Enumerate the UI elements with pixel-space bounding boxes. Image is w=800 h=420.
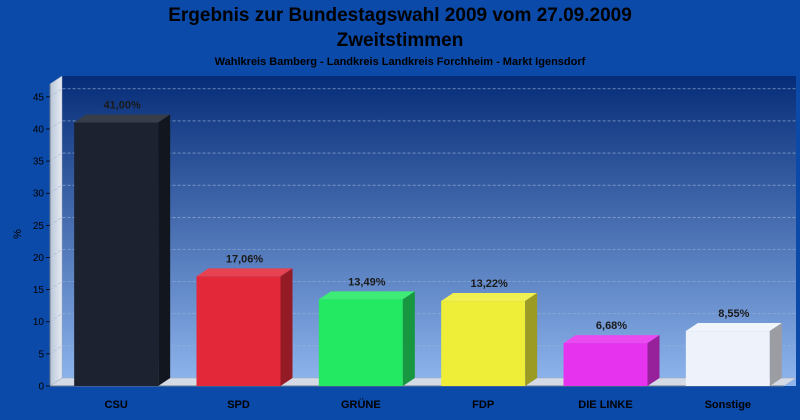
bar-side <box>158 114 171 386</box>
bar-front <box>318 299 403 386</box>
bar-front <box>196 276 281 386</box>
bar-top <box>318 291 415 300</box>
bar-top <box>685 323 782 332</box>
data-label: 6,68% <box>596 320 627 332</box>
bar-die-linke <box>563 335 660 386</box>
bar-sonstige <box>685 323 782 386</box>
bar-side <box>402 291 415 386</box>
chart-title: Ergebnis zur Bundestagswahl 2009 vom 27.… <box>168 5 632 26</box>
y-tick-label: 35 <box>33 157 45 168</box>
data-labels: 41,00% 17,06% 13,49% 13,22% 6,68% 8,55% <box>104 100 750 333</box>
y-axis-label: % <box>12 229 24 239</box>
bar-top <box>196 268 293 277</box>
plot-area <box>49 75 797 387</box>
bar-spd <box>196 268 293 386</box>
category-label: SPD <box>227 399 250 411</box>
y-tick-label: 45 <box>33 92 45 103</box>
category-label: CSU <box>105 399 128 411</box>
category-label: DIE LINKE <box>578 399 632 411</box>
data-label: 17,06% <box>226 253 264 265</box>
y-tick-label: 40 <box>33 124 45 135</box>
bar-front <box>685 331 770 386</box>
y-tick-label: 30 <box>33 189 45 200</box>
bar-top <box>74 114 171 123</box>
y-axis-ticks: 0 5 10 15 20 25 30 35 40 45 <box>33 92 50 393</box>
plot-background <box>62 76 796 386</box>
data-label: 13,22% <box>471 278 509 290</box>
bar-top <box>441 293 538 302</box>
data-label: 41,00% <box>104 100 142 112</box>
chart-subtitle: Wahlkreis Bamberg - Landkreis Landkreis … <box>215 56 586 68</box>
bar-front <box>441 301 526 386</box>
bars <box>74 114 782 386</box>
y-tick-label: 10 <box>33 317 45 328</box>
bar-csu <box>74 114 171 386</box>
y-tick-label: 0 <box>38 382 44 393</box>
y-tick-label: 20 <box>33 253 45 264</box>
data-label: 8,55% <box>718 308 749 320</box>
y-tick-label: 5 <box>38 349 44 360</box>
category-label: FDP <box>472 399 494 411</box>
bar-fdp <box>441 293 538 386</box>
data-label: 13,49% <box>348 276 386 288</box>
bar-grüne <box>318 291 415 386</box>
bar-side <box>525 293 538 386</box>
category-label: GRÜNE <box>341 398 381 411</box>
bar-side <box>647 335 660 386</box>
bar-front <box>74 122 159 386</box>
y-tick-label: 15 <box>33 285 45 296</box>
chart-title-line2: Zweitstimmen <box>337 30 464 51</box>
bar-side <box>280 268 293 386</box>
y-tick-label: 25 <box>33 221 45 232</box>
bar-top <box>563 335 660 344</box>
bar-front <box>563 343 648 386</box>
category-label: Sonstige <box>705 399 751 411</box>
category-labels: CSU SPD GRÜNE FDP DIE LINKE Sonstige <box>105 398 752 411</box>
bar-side <box>769 323 782 386</box>
